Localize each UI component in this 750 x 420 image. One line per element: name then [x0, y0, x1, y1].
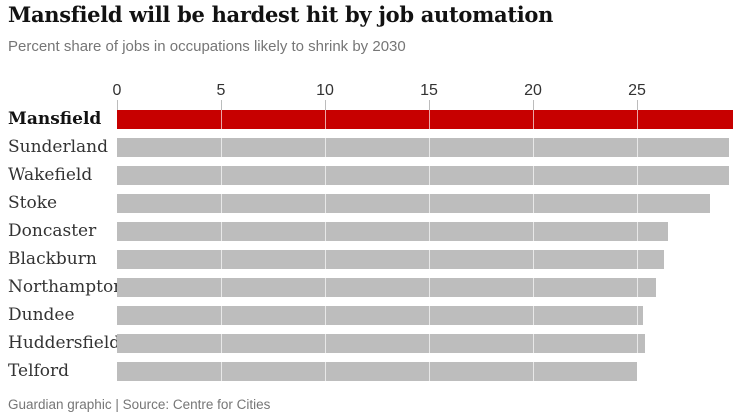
x-axis-tick-mark [429, 100, 430, 110]
category-label: Telford [8, 361, 70, 381]
x-axis-tick-mark [117, 100, 118, 110]
bar [117, 334, 645, 353]
x-axis-tick-mark [325, 100, 326, 110]
x-axis-tick-label: 0 [112, 82, 122, 99]
category-label: Northampton [8, 277, 125, 297]
bar [117, 166, 729, 185]
chart-title: Mansfield will be hardest hit by job aut… [8, 2, 554, 27]
category-label: Huddersfield [8, 333, 121, 353]
x-axis-tick-label: 10 [316, 82, 334, 99]
bar [117, 110, 733, 129]
x-axis-labels: 0 5 10 15 20 25 [113, 82, 733, 100]
bar [117, 278, 656, 297]
x-axis-tick-mark [221, 100, 222, 110]
bar [117, 222, 668, 241]
bar [117, 194, 710, 213]
category-label: Blackburn [8, 249, 97, 269]
bar [117, 250, 664, 269]
category-label: Stoke [8, 193, 58, 213]
x-axis-tick-label: 20 [524, 82, 542, 99]
category-label: Dundee [8, 305, 75, 325]
x-axis-tick-label: 5 [216, 82, 226, 99]
category-label: Doncaster [8, 221, 97, 241]
x-axis-tick-marks [117, 100, 733, 110]
x-axis-tick-label: 15 [420, 82, 438, 99]
category-label: Wakefield [8, 165, 93, 185]
bar-series [117, 110, 750, 390]
category-label: Mansfield [8, 109, 102, 129]
bar [117, 138, 729, 157]
chart-subtitle: Percent share of jobs in occupations lik… [8, 38, 406, 55]
x-axis-tick-mark [533, 100, 534, 110]
category-label: Sunderland [8, 137, 109, 157]
bar [117, 362, 637, 381]
category-labels: Mansfield Sunderland Wakefield Stoke Doncast… [8, 109, 125, 390]
x-axis-tick-mark [637, 100, 638, 110]
source-credit: Guardian graphic | Source: Centre for Ci… [8, 397, 271, 412]
x-axis-tick-label: 25 [628, 82, 646, 99]
bar [117, 306, 643, 325]
